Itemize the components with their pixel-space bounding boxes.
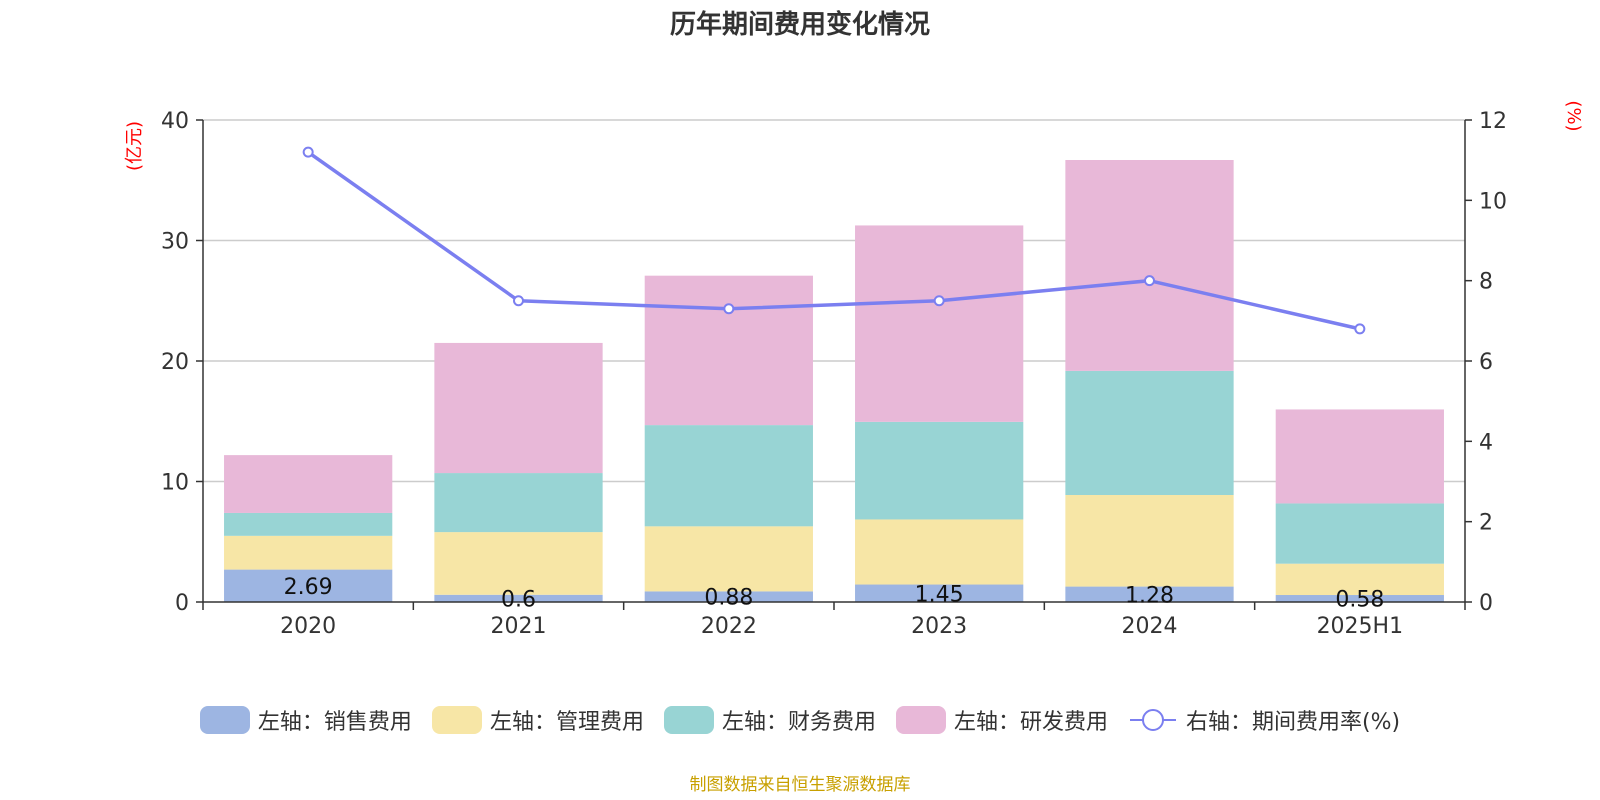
bar-segment <box>224 512 393 536</box>
data-label-layer: 2.69 0.6 0.88 1.45 1.28 0.58 <box>284 575 1385 613</box>
y-right-tick-label: 4 <box>1479 430 1493 455</box>
legend-swatch <box>431 706 482 734</box>
legend-label: 左轴：销售费用 <box>257 710 412 735</box>
bar-segment <box>1275 503 1444 564</box>
y-left-tick-label: 30 <box>161 230 189 255</box>
legend-item[interactable]: 左轴：研发费用 <box>895 704 1108 736</box>
x-tick-label: 2023 <box>911 614 967 639</box>
legend-label: 左轴：管理费用 <box>489 710 644 735</box>
bar-data-label: 0.88 <box>704 586 753 611</box>
bar-data-label: 1.28 <box>1125 583 1174 608</box>
bar-segment <box>224 455 393 513</box>
x-tick-label: 2024 <box>1122 614 1178 639</box>
bar-segment <box>644 591 813 602</box>
rate-point <box>723 303 735 315</box>
rate-point <box>1354 323 1366 335</box>
bar-segment <box>1065 370 1234 495</box>
y-right-tick-label: 6 <box>1479 350 1493 375</box>
grid-lines <box>203 119 1465 483</box>
bar-segment <box>434 594 603 602</box>
legend: 左轴：销售费用 左轴：管理费用 左轴：财务费用 左轴：研发费用 右轴：期间费用率(%) <box>0 704 1600 736</box>
chart-title: 历年期间费用变化情况 <box>669 10 930 40</box>
bar-segment <box>224 535 393 570</box>
rate-point <box>933 295 945 307</box>
y-right-tick-label: 12 <box>1479 109 1507 134</box>
bar-segment <box>855 519 1024 585</box>
bar-segment <box>224 569 393 602</box>
legend-item[interactable]: 左轴：管理费用 <box>431 704 644 736</box>
bar-data-label: 0.6 <box>501 587 536 612</box>
y-left-unit-label: (亿元) <box>124 121 145 171</box>
legend-item[interactable]: 左轴：销售费用 <box>199 704 412 736</box>
x-tick-label: 2020 <box>280 614 336 639</box>
y-right-tick-label: 8 <box>1479 270 1493 295</box>
rate-point <box>302 146 314 158</box>
y-right-tick-label: 10 <box>1479 189 1507 214</box>
bar-segment <box>1275 595 1444 602</box>
bar-data-label: 0.58 <box>1335 588 1384 613</box>
y-left-tick-label: 40 <box>161 109 189 134</box>
bar-segment <box>644 526 813 592</box>
legend-line-circle-icon <box>1129 709 1176 731</box>
bar-segment <box>434 342 603 474</box>
bar-segment <box>855 421 1024 520</box>
bar-segment <box>644 275 813 426</box>
bar-segment <box>855 584 1024 602</box>
axes: 0 10 20 30 40 0 2 4 6 8 10 12 2020 2021 2022 2023 2024 20… <box>124 100 1584 639</box>
source-note: 制图数据来自恒生聚源数据库 <box>689 775 911 795</box>
legend-item[interactable]: 左轴：财务费用 <box>663 704 876 736</box>
y-right-tick-label: 0 <box>1479 591 1493 616</box>
bar-segment <box>434 473 603 533</box>
y-right-tick-label: 2 <box>1479 511 1493 536</box>
legend-label: 左轴：财务费用 <box>721 710 876 735</box>
rate-line <box>307 150 1361 331</box>
legend-swatch <box>663 706 714 734</box>
rate-point <box>1144 275 1155 287</box>
bar-segment <box>434 532 603 595</box>
bar-segment <box>1065 586 1234 602</box>
bar-segment <box>855 225 1024 422</box>
legend-label: 右轴：期间费用率(%) <box>1185 710 1401 735</box>
bar-segment <box>644 425 813 527</box>
bar-data-label: 2.69 <box>284 575 333 600</box>
rate-point <box>513 295 524 307</box>
bar-data-label: 1.45 <box>915 582 964 607</box>
x-tick-label: 2022 <box>701 614 757 639</box>
rate-line-layer <box>302 146 1366 335</box>
y-left-tick-label: 20 <box>161 350 189 375</box>
bar-segment <box>1065 494 1234 587</box>
x-tick-label: 2025H1 <box>1317 614 1404 639</box>
bar-segment <box>1275 563 1444 596</box>
y-right-unit-label: (%) <box>1563 100 1584 131</box>
bar-layer <box>224 160 1444 602</box>
legend-swatch <box>199 706 250 734</box>
bar-segment <box>1275 409 1444 504</box>
y-left-tick-label: 0 <box>175 591 189 616</box>
x-tick-label: 2021 <box>491 614 547 639</box>
legend-label: 左轴：研发费用 <box>953 710 1108 735</box>
legend-item[interactable]: 右轴：期间费用率(%) <box>1128 704 1400 736</box>
y-left-tick-label: 10 <box>161 471 189 496</box>
legend-swatch <box>895 706 946 734</box>
bar-segment <box>1065 160 1234 371</box>
